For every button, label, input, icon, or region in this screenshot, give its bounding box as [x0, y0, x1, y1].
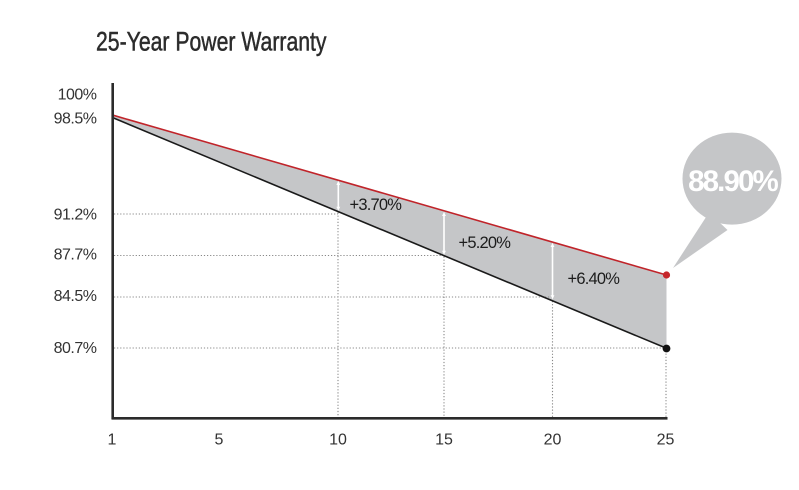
svg-text:88.90%: 88.90% — [688, 165, 778, 198]
svg-text:25: 25 — [657, 431, 675, 448]
svg-text:15: 15 — [435, 431, 453, 448]
svg-text:+6.40%: +6.40% — [568, 270, 621, 288]
svg-text:10: 10 — [329, 431, 347, 448]
svg-text:+3.70%: +3.70% — [350, 196, 403, 214]
svg-text:100%: 100% — [58, 86, 97, 103]
svg-text:+5.20%: +5.20% — [459, 234, 512, 252]
svg-text:25-Year Power Warranty: 25-Year Power Warranty — [96, 26, 327, 56]
svg-text:84.5%: 84.5% — [54, 288, 97, 305]
svg-text:20: 20 — [544, 431, 562, 448]
svg-text:80.7%: 80.7% — [54, 340, 97, 357]
svg-text:1: 1 — [108, 431, 117, 448]
svg-text:91.2%: 91.2% — [54, 206, 97, 223]
svg-text:87.7%: 87.7% — [54, 247, 97, 264]
svg-text:5: 5 — [215, 431, 224, 448]
svg-text:98.5%: 98.5% — [54, 110, 97, 127]
